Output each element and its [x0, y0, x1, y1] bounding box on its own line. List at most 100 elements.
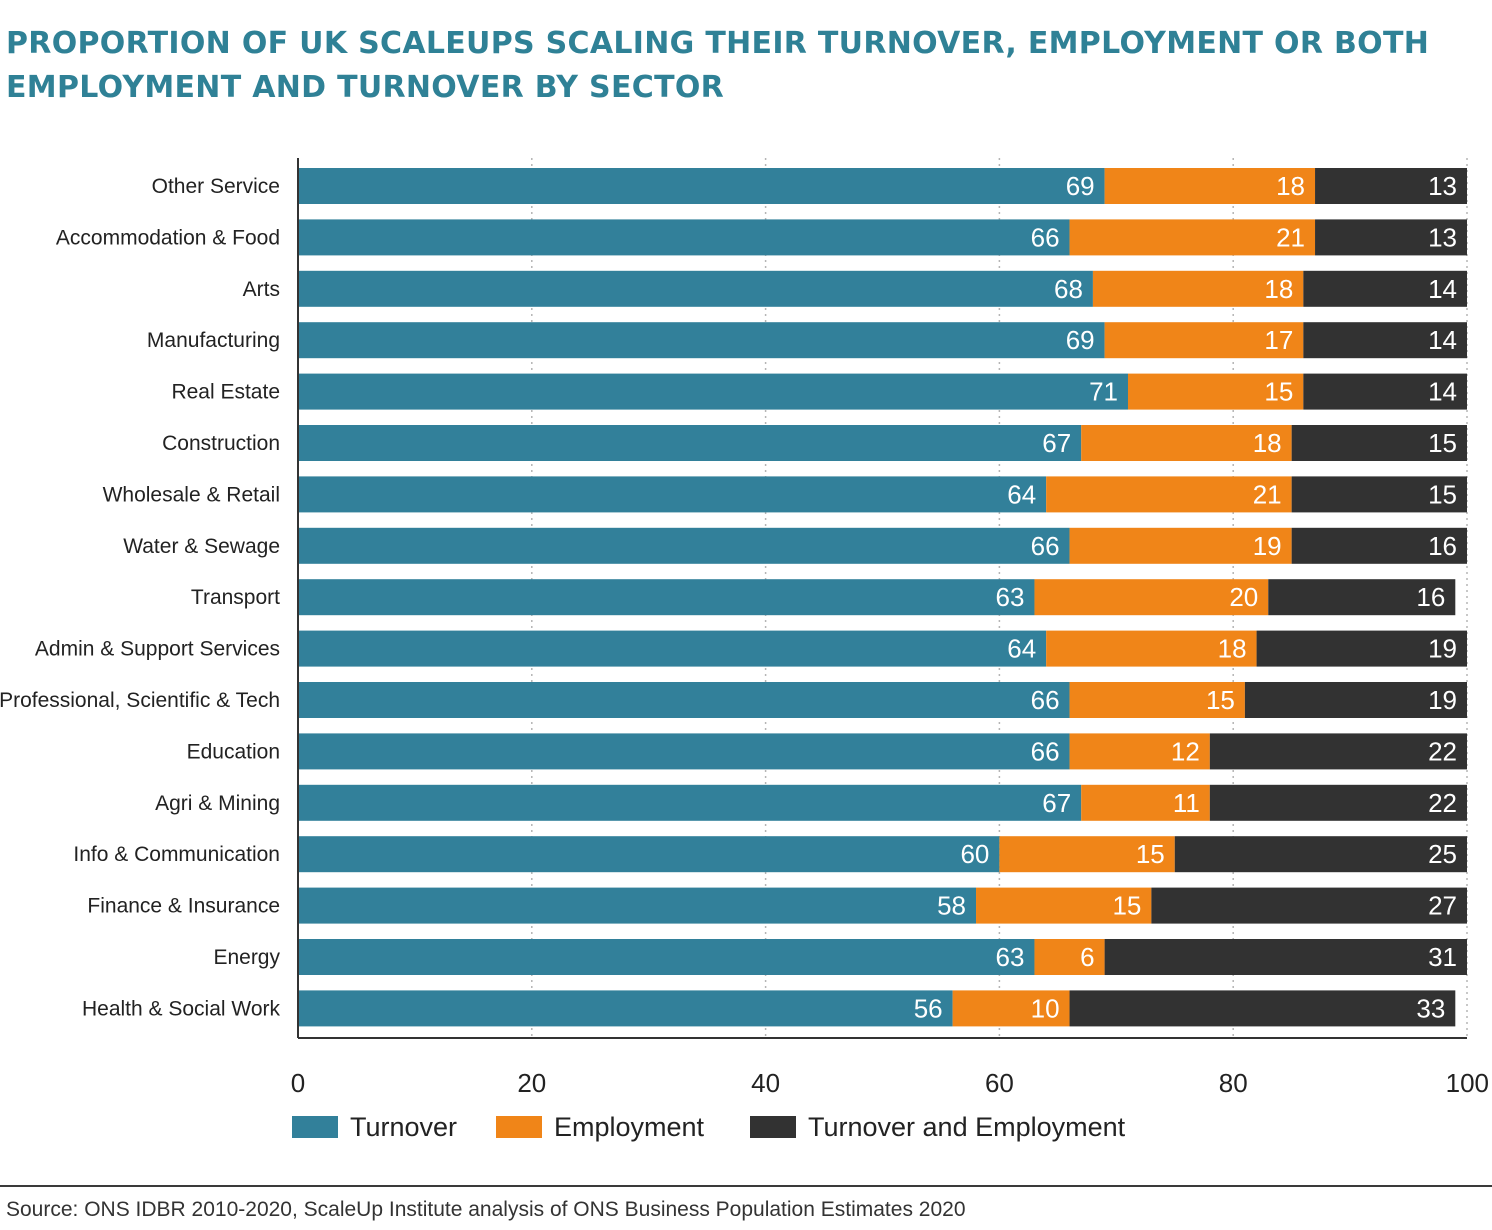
data-label-turnover-accommodation-food: 66	[1031, 222, 1060, 252]
data-label-employment-water-sewage: 19	[1253, 531, 1282, 561]
x-tick-label-60: 60	[985, 1068, 1014, 1098]
bar-employment-finance-insurance	[976, 887, 1152, 924]
category-label-other-service: Other Service	[152, 175, 280, 198]
legend-label-turnover: Turnover	[350, 1112, 457, 1142]
data-label-turnover-professional-scientific-tech: 66	[1031, 685, 1060, 715]
x-tick-label-20: 20	[517, 1068, 546, 1098]
category-label-energy: Energy	[213, 946, 280, 969]
bar-turnover-and-employment-professional-scientific-tech	[1244, 682, 1467, 718]
legend-swatch-employment	[496, 1116, 542, 1138]
bar-employment-arts	[1092, 270, 1304, 307]
bar-employment-wholesale-retail	[1046, 476, 1292, 513]
data-label-employment-education: 12	[1171, 736, 1200, 766]
bar-turnover-admin-support-services	[298, 630, 1047, 667]
bar-employment-admin-support-services	[1046, 630, 1257, 667]
category-label-accommodation-food: Accommodation & Food	[56, 226, 280, 249]
data-label-employment-energy: 6	[1080, 942, 1094, 972]
category-label-admin-support-services: Admin & Support Services	[35, 638, 280, 661]
data-label-turnover-construction: 67	[1042, 428, 1071, 458]
category-label-info-communication: Info & Communication	[73, 843, 280, 866]
bar-turnover-transport	[298, 579, 1035, 616]
data-label-turnover-other-service: 69	[1066, 171, 1095, 201]
data-label-turnover-and-employment-professional-scientific-tech: 19	[1428, 685, 1457, 715]
data-label-employment-wholesale-retail: 21	[1253, 479, 1282, 509]
data-label-turnover-wholesale-retail: 64	[1007, 479, 1036, 509]
data-label-turnover-and-employment-energy: 31	[1428, 942, 1457, 972]
data-label-turnover-and-employment-agri-mining: 22	[1428, 788, 1457, 818]
bar-turnover-and-employment-accommodation-food	[1315, 219, 1467, 256]
bar-turnover-real-estate	[298, 373, 1128, 410]
data-label-turnover-water-sewage: 66	[1031, 531, 1060, 561]
x-tick-label-100: 100	[1446, 1068, 1489, 1098]
data-label-employment-accommodation-food: 21	[1276, 222, 1305, 252]
legend-swatch-turnover	[292, 1116, 338, 1138]
data-label-turnover-and-employment-manufacturing: 14	[1428, 325, 1457, 355]
bar-turnover-and-employment-real-estate	[1303, 373, 1467, 410]
data-label-employment-professional-scientific-tech: 15	[1206, 685, 1235, 715]
data-label-employment-agri-mining: 11	[1173, 788, 1200, 818]
x-tick-label-80: 80	[1219, 1068, 1248, 1098]
data-label-turnover-and-employment-transport: 16	[1416, 582, 1445, 612]
chart-title: PROPORTION OF UK SCALEUPS SCALING THEIR …	[6, 26, 1430, 105]
bar-employment-construction	[1081, 425, 1292, 461]
bar-employment-accommodation-food	[1069, 219, 1316, 256]
data-label-turnover-and-employment-education: 22	[1428, 736, 1457, 766]
bar-turnover-accommodation-food	[298, 219, 1070, 256]
category-label-health-social-work: Health & Social Work	[82, 997, 281, 1020]
data-label-turnover-and-employment-accommodation-food: 13	[1428, 222, 1457, 252]
data-label-turnover-agri-mining: 67	[1042, 788, 1071, 818]
data-label-employment-finance-insurance: 15	[1112, 891, 1141, 921]
bar-turnover-and-employment-energy	[1104, 939, 1467, 975]
bar-turnover-and-employment-health-social-work	[1069, 990, 1456, 1027]
data-label-turnover-and-employment-health-social-work: 33	[1416, 993, 1445, 1023]
category-label-education: Education	[187, 740, 280, 763]
data-label-employment-health-social-work: 10	[1031, 993, 1060, 1023]
legend-swatch-turnover-and-employment	[750, 1116, 796, 1138]
bar-turnover-and-employment-water-sewage	[1291, 527, 1467, 564]
bar-turnover-and-employment-construction	[1291, 425, 1467, 461]
legend-label-employment: Employment	[554, 1112, 705, 1142]
data-label-turnover-and-employment-finance-insurance: 27	[1428, 891, 1457, 921]
bar-turnover-other-service	[298, 168, 1105, 204]
bar-employment-transport	[1034, 579, 1269, 616]
legend-label-turnover-and-employment: Turnover and Employment	[808, 1112, 1126, 1142]
data-label-turnover-and-employment-wholesale-retail: 15	[1428, 479, 1457, 509]
bar-employment-manufacturing	[1104, 322, 1304, 359]
data-label-turnover-and-employment-other-service: 13	[1428, 171, 1457, 201]
bar-turnover-manufacturing	[298, 322, 1105, 359]
bar-employment-energy	[1034, 939, 1105, 975]
category-label-arts: Arts	[243, 278, 280, 301]
data-label-employment-other-service: 18	[1276, 171, 1305, 201]
x-tick-label-40: 40	[751, 1068, 780, 1098]
x-axis: 0 20 40 60 80 100	[291, 158, 1489, 1098]
bar-employment-real-estate	[1127, 373, 1304, 410]
data-label-turnover-finance-insurance: 58	[937, 891, 966, 921]
data-label-turnover-info-communication: 60	[960, 839, 989, 869]
data-label-turnover-admin-support-services: 64	[1007, 634, 1036, 664]
stacked-bar-chart: 69 18 13 66 21 13 68 18 14 69 17 14 71 15 14 67 18 15 64 21…	[0, 158, 1489, 1142]
bar-turnover-arts	[298, 270, 1093, 307]
data-label-employment-manufacturing: 17	[1264, 325, 1293, 355]
bar-employment-health-social-work	[952, 990, 1070, 1027]
category-label-real-estate: Real Estate	[171, 381, 280, 404]
data-label-employment-info-communication: 15	[1136, 839, 1165, 869]
bar-turnover-education	[298, 733, 1070, 770]
data-label-turnover-arts: 68	[1054, 274, 1083, 304]
divider	[0, 1185, 1492, 1187]
bar-employment-info-communication	[999, 836, 1175, 873]
data-label-turnover-and-employment-arts: 14	[1428, 274, 1457, 304]
bar-turnover-finance-insurance	[298, 887, 977, 924]
bar-employment-professional-scientific-tech	[1069, 682, 1245, 718]
data-label-turnover-energy: 63	[996, 942, 1025, 972]
data-label-turnover-manufacturing: 69	[1066, 325, 1095, 355]
bar-turnover-and-employment-education	[1209, 733, 1467, 770]
category-label-professional-scientific-tech: Professional, Scientific & Tech	[0, 689, 280, 712]
bar-turnover-info-communication	[298, 836, 1000, 873]
bar-turnover-water-sewage	[298, 527, 1070, 564]
bar-employment-agri-mining	[1081, 784, 1210, 821]
source-note: Source: ONS IDBR 2010-2020, ScaleUp Inst…	[6, 1198, 966, 1221]
data-label-turnover-and-employment-water-sewage: 16	[1428, 531, 1457, 561]
bar-turnover-and-employment-wholesale-retail	[1291, 476, 1467, 513]
data-label-turnover-education: 66	[1031, 736, 1060, 766]
bars: 69 18 13 66 21 13 68 18 14 69 17 14 71 15 14 67 18 15 64 21…	[298, 168, 1467, 1027]
